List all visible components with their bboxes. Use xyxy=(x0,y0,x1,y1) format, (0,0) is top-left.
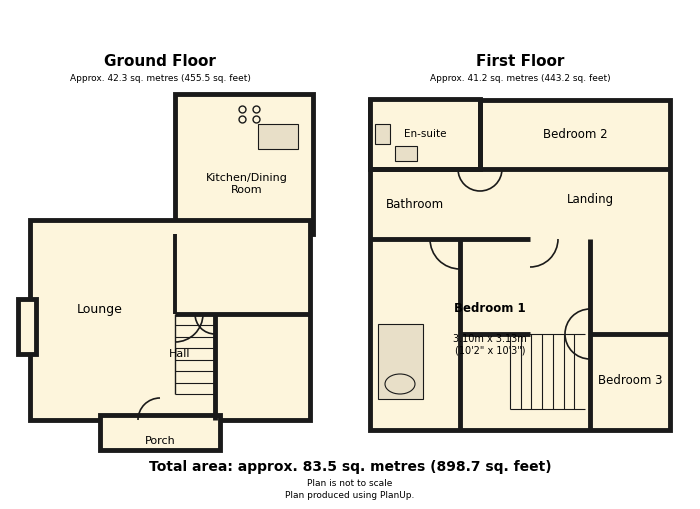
Text: Plan produced using PlanUp.: Plan produced using PlanUp. xyxy=(286,491,414,499)
Text: Bathroom: Bathroom xyxy=(386,197,444,211)
Bar xyxy=(100,415,220,450)
Text: Bedroom 2: Bedroom 2 xyxy=(542,127,608,140)
Text: Lounge: Lounge xyxy=(77,302,123,316)
Text: Kitchen/Dining
Room: Kitchen/Dining Room xyxy=(206,173,288,195)
Text: Ground Floor: Ground Floor xyxy=(104,54,216,69)
Text: Hall: Hall xyxy=(169,349,190,359)
Bar xyxy=(395,146,417,161)
Bar xyxy=(18,299,36,354)
Text: First Floor: First Floor xyxy=(476,54,564,69)
Bar xyxy=(370,99,480,169)
Text: Approx. 42.3 sq. metres (455.5 sq. feet): Approx. 42.3 sq. metres (455.5 sq. feet) xyxy=(69,74,251,83)
Text: Total area: approx. 83.5 sq. metres (898.7 sq. feet): Total area: approx. 83.5 sq. metres (898… xyxy=(148,460,552,474)
Bar xyxy=(258,124,298,149)
Bar xyxy=(370,100,670,430)
Text: Approx. 41.2 sq. metres (443.2 sq. feet): Approx. 41.2 sq. metres (443.2 sq. feet) xyxy=(430,74,610,83)
Text: 3.10m x 3.13m
(10'2" x 10'3"): 3.10m x 3.13m (10'2" x 10'3") xyxy=(453,334,527,356)
Text: En-suite: En-suite xyxy=(404,129,447,139)
Text: Bedroom 1: Bedroom 1 xyxy=(454,302,526,316)
Bar xyxy=(378,324,423,399)
Bar xyxy=(30,220,310,420)
Text: Landing: Landing xyxy=(566,192,614,206)
Text: Bedroom 3: Bedroom 3 xyxy=(598,375,662,387)
Text: Porch: Porch xyxy=(145,436,176,446)
Bar xyxy=(175,94,313,234)
Bar xyxy=(375,124,390,144)
Text: Plan is not to scale: Plan is not to scale xyxy=(307,479,393,489)
